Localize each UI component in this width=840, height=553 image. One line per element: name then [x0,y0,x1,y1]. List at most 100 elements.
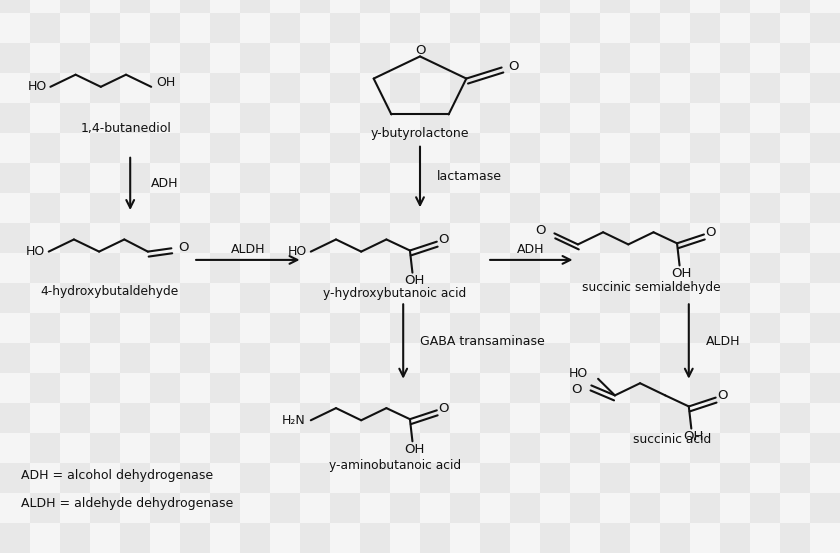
Text: y-butyrolactone: y-butyrolactone [370,127,470,140]
Bar [180,103,210,133]
Bar [120,283,150,313]
Bar [90,43,120,73]
Bar [360,0,390,13]
Bar [720,43,750,73]
Bar [360,343,390,373]
Bar [120,163,150,193]
Bar [30,373,60,403]
Bar [420,283,450,313]
Bar [420,133,450,163]
Bar [180,13,210,43]
Bar [540,523,570,553]
Bar [630,523,660,553]
Bar [120,493,150,523]
Bar [630,343,660,373]
Bar [270,133,300,163]
Bar [150,343,180,373]
Bar [420,373,450,403]
Bar [300,463,330,493]
Bar [360,523,390,553]
Bar [390,373,420,403]
Bar [600,343,630,373]
Bar [810,493,840,523]
Bar [630,73,660,103]
Bar [720,463,750,493]
Bar [120,523,150,553]
Bar [150,253,180,283]
Bar [330,313,360,343]
Text: O: O [415,44,425,58]
Bar [510,223,540,253]
Text: y-aminobutanoic acid: y-aminobutanoic acid [328,459,461,472]
Text: OH: OH [404,442,424,456]
Bar [750,493,780,523]
Bar [180,373,210,403]
Bar [540,343,570,373]
Bar [0,403,30,433]
Bar [750,0,780,13]
Bar [300,283,330,313]
Bar [60,163,90,193]
Bar [60,223,90,253]
Bar [90,223,120,253]
Bar [300,523,330,553]
Bar [420,73,450,103]
Bar [330,193,360,223]
Bar [60,493,90,523]
Bar [240,493,270,523]
Bar [270,313,300,343]
Bar [270,43,300,73]
Bar [480,343,510,373]
Bar [390,193,420,223]
Bar [450,103,480,133]
Bar [480,73,510,103]
Bar [570,283,600,313]
Bar [750,463,780,493]
Bar [270,253,300,283]
Bar [660,403,690,433]
Bar [450,13,480,43]
Bar [390,13,420,43]
Bar [720,343,750,373]
Bar [420,433,450,463]
Bar [450,253,480,283]
Bar [210,133,240,163]
Bar [150,463,180,493]
Bar [300,433,330,463]
Bar [540,13,570,43]
Bar [90,403,120,433]
Text: ALDH: ALDH [706,335,740,348]
Bar [60,13,90,43]
Bar [90,343,120,373]
Bar [240,73,270,103]
Bar [630,433,660,463]
Bar [480,193,510,223]
Bar [90,493,120,523]
Bar [450,223,480,253]
Bar [0,343,30,373]
Bar [330,103,360,133]
Bar [390,283,420,313]
Bar [810,433,840,463]
Bar [210,73,240,103]
Bar [390,163,420,193]
Bar [90,73,120,103]
Bar [690,283,720,313]
Bar [0,463,30,493]
Bar [390,73,420,103]
Bar [360,463,390,493]
Bar [30,133,60,163]
Bar [0,0,30,13]
Bar [150,0,180,13]
Bar [600,13,630,43]
Text: O: O [438,401,449,415]
Bar [360,193,390,223]
Bar [570,403,600,433]
Bar [180,223,210,253]
Bar [180,0,210,13]
Bar [270,73,300,103]
Bar [30,523,60,553]
Bar [0,43,30,73]
Bar [240,313,270,343]
Bar [720,313,750,343]
